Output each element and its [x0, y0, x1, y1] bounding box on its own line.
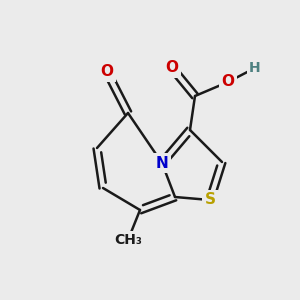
- Text: H: H: [249, 61, 261, 75]
- Text: N: N: [156, 155, 168, 170]
- Text: CH₃: CH₃: [114, 233, 142, 247]
- Text: O: O: [166, 61, 178, 76]
- Text: O: O: [100, 64, 113, 80]
- Text: S: S: [205, 193, 215, 208]
- Text: O: O: [221, 74, 235, 89]
